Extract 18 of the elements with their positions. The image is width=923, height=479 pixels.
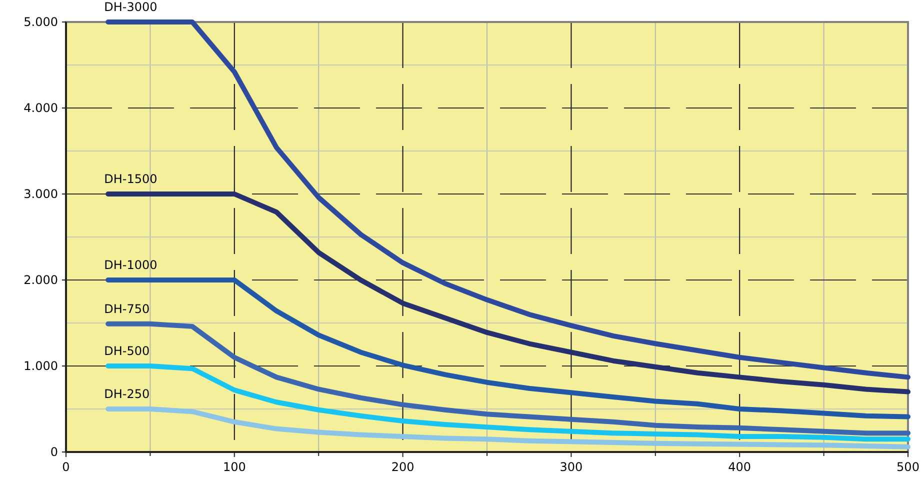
y-tick-label: 1.000: [24, 359, 58, 373]
series-label: DH-750: [104, 302, 150, 316]
x-tick-label: 500: [896, 460, 920, 474]
y-tick-label: 4.000: [24, 101, 58, 115]
y-tick-label: 5.000: [24, 15, 58, 29]
series-label: DH-1500: [104, 172, 158, 186]
series-label: DH-250: [104, 387, 150, 401]
series-label: DH-3000: [104, 0, 158, 14]
y-tick-label: 3.000: [24, 187, 58, 201]
y-tick-label: 0: [50, 445, 58, 459]
x-tick-label: 0: [62, 460, 70, 474]
x-tick-label: 400: [728, 460, 752, 474]
series-label: DH-1000: [104, 258, 158, 272]
x-tick-label: 100: [222, 460, 246, 474]
x-tick-label: 200: [391, 460, 414, 474]
y-tick-label: 2.000: [24, 273, 58, 287]
series-label: DH-500: [104, 344, 150, 358]
x-tick-label: 300: [560, 460, 583, 474]
